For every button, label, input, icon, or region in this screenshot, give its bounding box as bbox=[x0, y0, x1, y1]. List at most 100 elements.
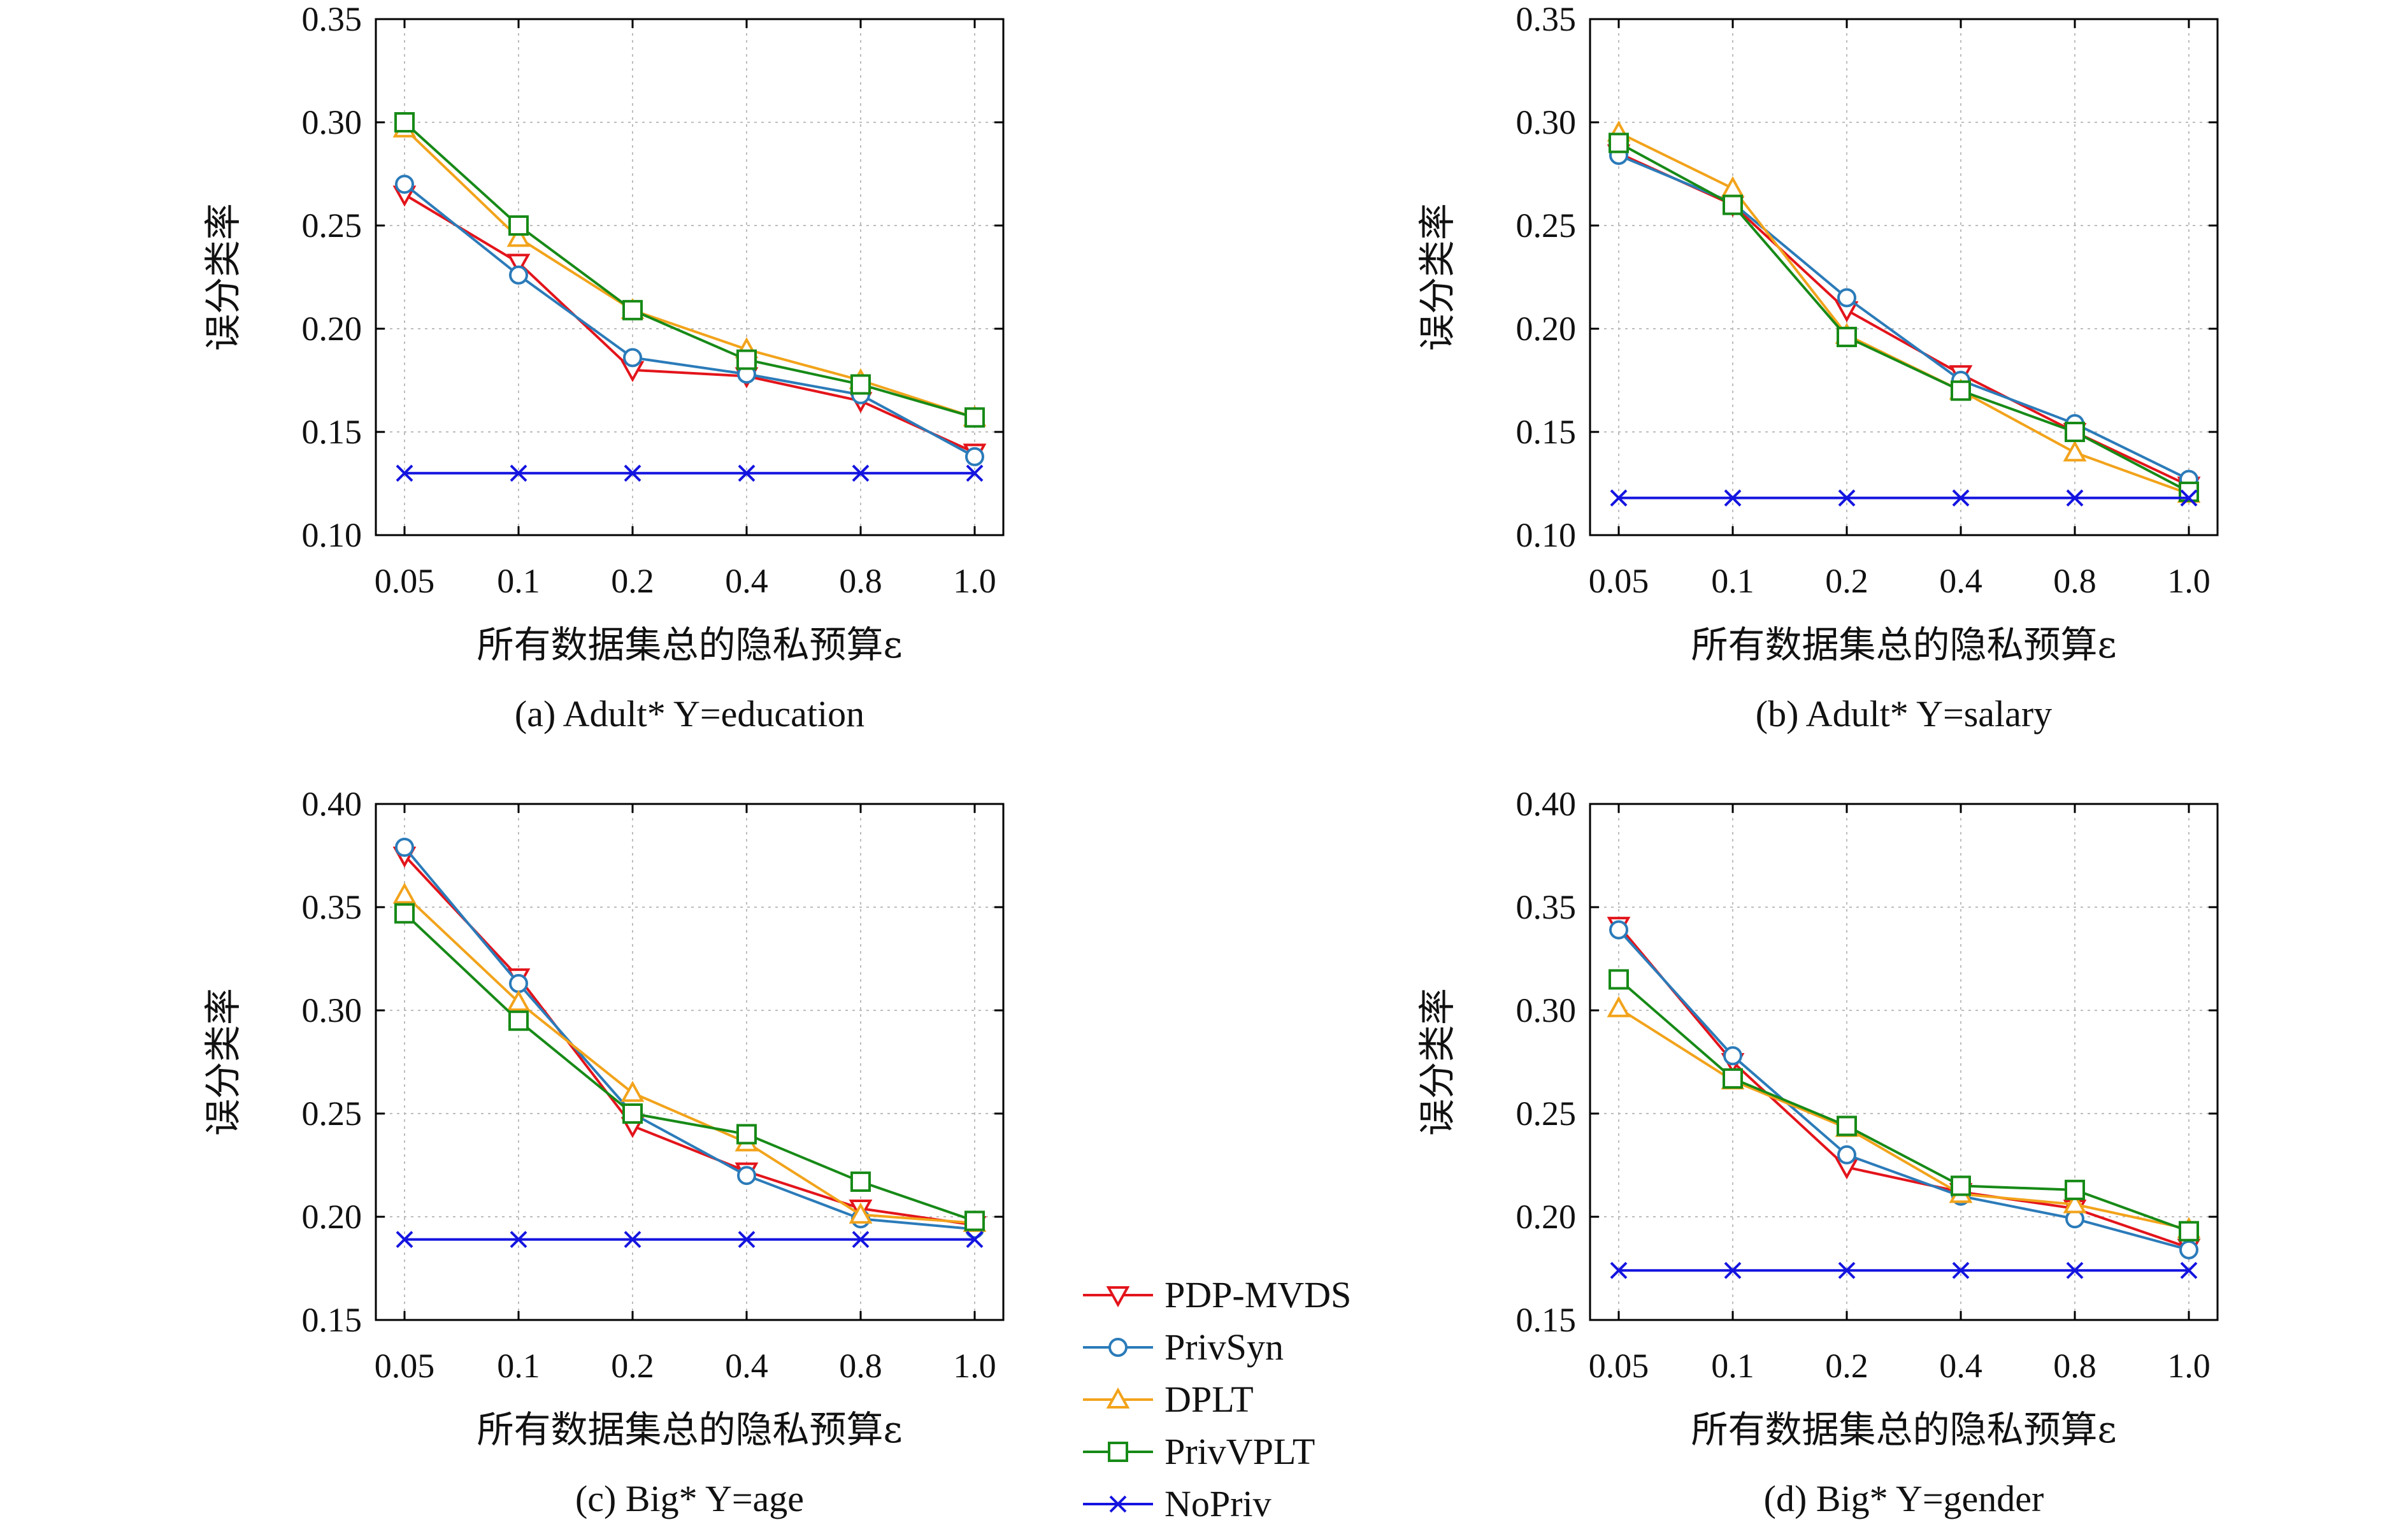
data-point bbox=[394, 112, 415, 133]
y-tick-label: 0.35 bbox=[1516, 0, 1577, 38]
series-line bbox=[403, 121, 975, 419]
x-tick-label: 0.05 bbox=[375, 562, 435, 600]
data-point bbox=[736, 1124, 757, 1145]
panel-caption: (c) Big* Y=age bbox=[575, 1478, 804, 1519]
legend-label: DPLT bbox=[1165, 1379, 1254, 1420]
series-line bbox=[1617, 924, 2189, 1249]
y-tick-label: 0.30 bbox=[302, 991, 362, 1029]
data-point bbox=[2063, 1192, 2087, 1214]
x-tick-label: 0.1 bbox=[1711, 1347, 1754, 1385]
x-tick-label: 1.0 bbox=[953, 562, 996, 600]
data-point bbox=[506, 254, 531, 275]
data-point bbox=[506, 989, 531, 1012]
legend-item: PrivVPLT bbox=[1083, 1431, 1315, 1472]
series-dplt bbox=[1607, 120, 2201, 503]
data-point bbox=[852, 1231, 870, 1249]
x-tick-label: 0.8 bbox=[839, 562, 882, 600]
series-privvplt bbox=[1609, 969, 2199, 1242]
data-point bbox=[850, 374, 871, 395]
x-tick-label: 1.0 bbox=[2167, 562, 2211, 600]
y-tick-label: 0.20 bbox=[302, 1198, 362, 1236]
legend-marker bbox=[1108, 1338, 1128, 1357]
x-tick-label: 0.4 bbox=[725, 562, 768, 600]
series-nopriv bbox=[1610, 489, 2198, 507]
x-tick-label: 0.2 bbox=[611, 1347, 654, 1385]
legend-label: PrivSyn bbox=[1165, 1326, 1284, 1368]
data-point bbox=[395, 838, 414, 857]
chart-panel-2: 0.15 0.20 0.25 0.30 0.35 0.40 0.05 0.1 0.2 0.4 0.8… bbox=[201, 785, 1005, 1519]
x-tick-label: 0.05 bbox=[1589, 1347, 1649, 1385]
x-tick-label: 0.1 bbox=[497, 1347, 540, 1385]
x-axis-label: 所有数据集总的隐私预算ε bbox=[1691, 1408, 2116, 1451]
plot-frame bbox=[1589, 18, 2219, 536]
data-point bbox=[1837, 288, 1856, 308]
series-dplt bbox=[1607, 996, 2201, 1238]
y-tick-label: 0.30 bbox=[1516, 103, 1577, 141]
data-point bbox=[508, 215, 529, 236]
legend-item: DPLT bbox=[1083, 1379, 1254, 1420]
series-line bbox=[1618, 154, 2189, 481]
legend-marker bbox=[1109, 1495, 1127, 1513]
panel-caption: (a) Adult* Y=education bbox=[515, 693, 864, 735]
data-point bbox=[1723, 1068, 1743, 1089]
data-point bbox=[1609, 133, 1629, 154]
y-tick-label: 0.10 bbox=[1516, 516, 1577, 554]
legend-marker bbox=[1108, 1442, 1128, 1462]
data-point bbox=[508, 1010, 529, 1031]
data-point bbox=[1721, 176, 1745, 197]
series-pdp-mvds bbox=[392, 847, 987, 1238]
data-point bbox=[396, 464, 413, 482]
data-point bbox=[395, 175, 414, 194]
series-line bbox=[403, 846, 975, 1231]
x-tick-label: 0.4 bbox=[725, 1347, 768, 1385]
series-line bbox=[1618, 152, 2189, 487]
x-tick-label: 0.8 bbox=[2053, 562, 2096, 600]
series-privvplt bbox=[394, 112, 985, 428]
data-point bbox=[738, 1231, 756, 1249]
series-nopriv bbox=[396, 464, 984, 482]
y-tick-label: 0.25 bbox=[302, 206, 362, 245]
y-axis-label: 误分类率 bbox=[1415, 203, 1459, 351]
data-point bbox=[2066, 1261, 2084, 1279]
series-privvplt bbox=[394, 903, 985, 1231]
series-line bbox=[403, 912, 975, 1222]
series-line bbox=[1617, 929, 2189, 1251]
legend: PDP-MVDS PrivSyn DPLT PrivVPLT NoPriv bbox=[1083, 1274, 1351, 1520]
legend-item: PDP-MVDS bbox=[1083, 1274, 1351, 1316]
x-tick-label: 0.2 bbox=[611, 562, 654, 600]
data-point bbox=[1609, 969, 1629, 990]
y-tick-label: 0.25 bbox=[1516, 206, 1577, 245]
series-dplt bbox=[392, 116, 987, 427]
data-point bbox=[1838, 1261, 1856, 1279]
series-pdp-mvds bbox=[1607, 144, 2201, 498]
plot-frame bbox=[375, 803, 1005, 1321]
x-tick-label: 0.2 bbox=[1825, 1347, 1868, 1385]
data-point bbox=[2063, 440, 2087, 462]
y-tick-label: 0.10 bbox=[302, 516, 362, 554]
series-line bbox=[1617, 978, 2189, 1233]
x-tick-label: 1.0 bbox=[953, 1347, 996, 1385]
data-point bbox=[510, 1231, 527, 1249]
y-tick-label: 0.35 bbox=[1516, 888, 1577, 926]
x-tick-label: 0.05 bbox=[375, 1347, 435, 1385]
legend-label: NoPriv bbox=[1165, 1483, 1272, 1520]
data-point bbox=[1837, 1115, 1857, 1136]
data-point bbox=[2065, 422, 2085, 442]
y-tick-label: 0.30 bbox=[302, 103, 362, 141]
series-line bbox=[403, 183, 975, 458]
data-point bbox=[852, 464, 870, 482]
data-point bbox=[1723, 1046, 1742, 1066]
y-axis-label: 误分类率 bbox=[1415, 988, 1459, 1136]
legend-item: NoPriv bbox=[1083, 1483, 1272, 1520]
data-point bbox=[624, 1231, 641, 1249]
y-tick-label: 0.25 bbox=[302, 1094, 362, 1133]
y-tick-label: 0.20 bbox=[302, 310, 362, 348]
data-point bbox=[1838, 489, 1856, 507]
series-nopriv bbox=[1610, 1261, 2198, 1279]
legend-label: PrivVPLT bbox=[1165, 1431, 1315, 1472]
y-tick-label: 0.30 bbox=[1516, 991, 1577, 1029]
data-point bbox=[1607, 996, 1631, 1017]
series-line bbox=[403, 854, 975, 1226]
y-axis-label: 误分类率 bbox=[201, 203, 245, 351]
data-point bbox=[2179, 1221, 2199, 1242]
